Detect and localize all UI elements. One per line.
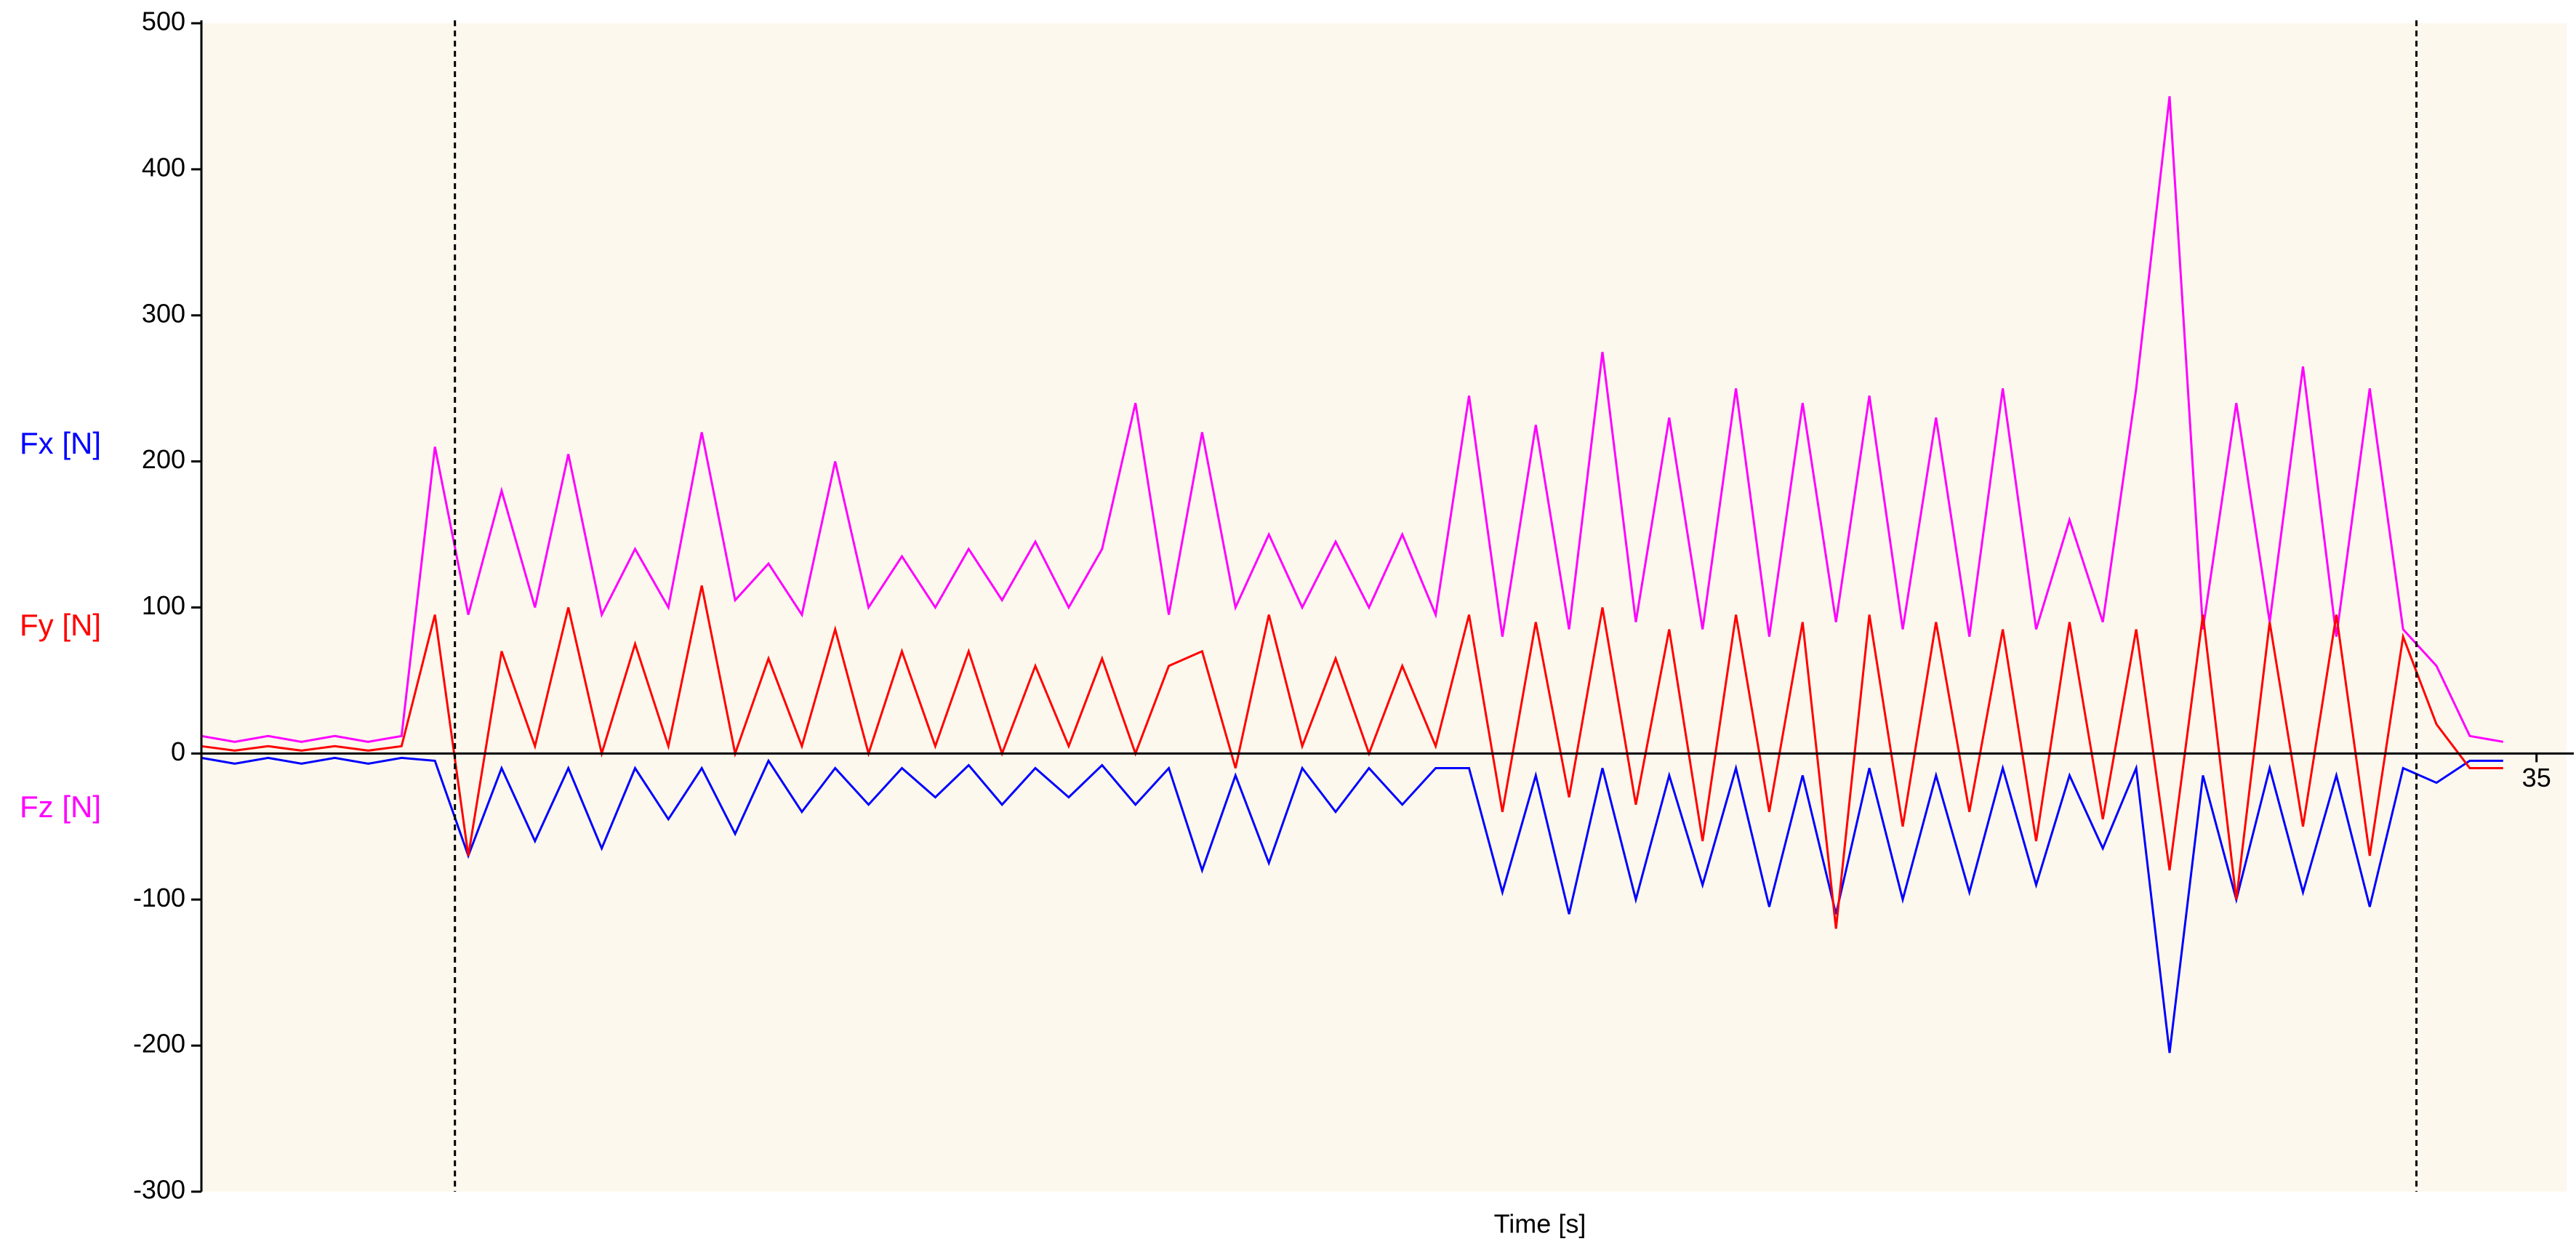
plot-background	[201, 23, 2567, 1192]
y-tick-label: 300	[142, 298, 185, 328]
y-tick-label: -200	[133, 1029, 185, 1059]
series-line	[201, 756, 2503, 1054]
x-tick-label: 35	[2522, 763, 2551, 792]
legend-label: Fx [N]	[20, 426, 101, 460]
y-tick-label: -100	[133, 883, 185, 912]
series-line	[201, 585, 2503, 929]
legend-label: Fy [N]	[20, 608, 101, 642]
y-tick-label: 500	[142, 7, 185, 36]
y-tick-label: -300	[133, 1175, 185, 1205]
y-tick-label: 200	[142, 444, 185, 474]
y-tick-label: 0	[171, 737, 185, 766]
y-tick-label: 100	[142, 590, 185, 620]
x-axis-title: Time [s]	[1494, 1209, 1586, 1239]
series-line	[201, 96, 2504, 743]
y-tick-label: 400	[142, 152, 185, 182]
legend-label: Fz [N]	[20, 790, 101, 824]
